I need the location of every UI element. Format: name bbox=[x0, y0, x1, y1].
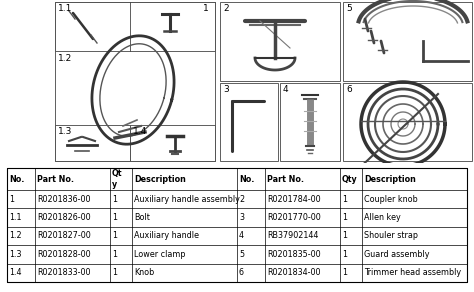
Text: RB37902144: RB37902144 bbox=[267, 232, 319, 241]
Text: Bolt: Bolt bbox=[134, 213, 150, 222]
Text: R0201834-00: R0201834-00 bbox=[267, 268, 320, 277]
Text: 1.4: 1.4 bbox=[133, 127, 147, 136]
Bar bbox=[55, 2, 215, 161]
Bar bbox=[280, 83, 340, 161]
Bar bbox=[343, 83, 472, 161]
Text: 1: 1 bbox=[342, 195, 347, 204]
Text: 1.3: 1.3 bbox=[9, 250, 21, 259]
Text: 2: 2 bbox=[223, 4, 228, 13]
Text: 1: 1 bbox=[342, 213, 347, 222]
Bar bbox=[343, 2, 472, 81]
Text: Knob: Knob bbox=[134, 268, 154, 277]
Text: 1.2: 1.2 bbox=[9, 232, 22, 241]
Text: Part No.: Part No. bbox=[267, 175, 304, 183]
Text: 3: 3 bbox=[239, 213, 244, 222]
Text: 1: 1 bbox=[342, 232, 347, 241]
Bar bbox=[55, 2, 215, 51]
Text: 1.4: 1.4 bbox=[9, 268, 21, 277]
Text: R0201835-00: R0201835-00 bbox=[267, 250, 320, 259]
Text: 3: 3 bbox=[223, 85, 229, 94]
Text: R0201784-00: R0201784-00 bbox=[267, 195, 320, 204]
Text: 4: 4 bbox=[239, 232, 244, 241]
Text: 1: 1 bbox=[112, 232, 117, 241]
Text: 5: 5 bbox=[346, 4, 352, 13]
Text: Auxiliary handle: Auxiliary handle bbox=[134, 232, 199, 241]
Text: Qty: Qty bbox=[342, 175, 358, 183]
Text: 1: 1 bbox=[342, 250, 347, 259]
Text: 2: 2 bbox=[239, 195, 244, 204]
Text: No.: No. bbox=[9, 175, 24, 183]
Text: 1.1: 1.1 bbox=[58, 4, 73, 13]
Text: R0201826-00: R0201826-00 bbox=[37, 213, 91, 222]
Text: 1: 1 bbox=[112, 250, 117, 259]
Text: R0201827-00: R0201827-00 bbox=[37, 232, 91, 241]
Text: 1: 1 bbox=[112, 268, 117, 277]
Text: R0201833-00: R0201833-00 bbox=[37, 268, 91, 277]
Text: Auxiliary handle assembly: Auxiliary handle assembly bbox=[134, 195, 240, 204]
Text: Trimmer head assembly: Trimmer head assembly bbox=[364, 268, 461, 277]
Text: Coupler knob: Coupler knob bbox=[364, 195, 418, 204]
Bar bbox=[130, 125, 215, 161]
Text: 1.2: 1.2 bbox=[58, 54, 72, 63]
Bar bbox=[220, 83, 278, 161]
Text: Lower clamp: Lower clamp bbox=[134, 250, 185, 259]
Text: 1: 1 bbox=[112, 195, 117, 204]
Text: 1: 1 bbox=[203, 4, 209, 13]
Text: 1: 1 bbox=[9, 195, 14, 204]
Text: 5: 5 bbox=[239, 250, 244, 259]
Text: 1.3: 1.3 bbox=[58, 127, 73, 136]
Text: 6: 6 bbox=[346, 85, 352, 94]
Text: R0201828-00: R0201828-00 bbox=[37, 250, 91, 259]
Text: 1.1: 1.1 bbox=[9, 213, 21, 222]
Bar bbox=[220, 2, 340, 81]
Text: Allen key: Allen key bbox=[364, 213, 401, 222]
Text: Shouler strap: Shouler strap bbox=[364, 232, 418, 241]
Text: R0201836-00: R0201836-00 bbox=[37, 195, 91, 204]
Text: 4: 4 bbox=[283, 85, 289, 94]
Text: 6: 6 bbox=[239, 268, 244, 277]
Text: Part No.: Part No. bbox=[37, 175, 74, 183]
Text: 1: 1 bbox=[342, 268, 347, 277]
Text: R0201770-00: R0201770-00 bbox=[267, 213, 321, 222]
Text: 1: 1 bbox=[112, 213, 117, 222]
Bar bbox=[55, 125, 130, 161]
Text: No.: No. bbox=[239, 175, 255, 183]
Bar bbox=[7, 168, 467, 282]
Text: Description: Description bbox=[134, 175, 186, 183]
Text: Description: Description bbox=[364, 175, 416, 183]
Text: Qt
y: Qt y bbox=[112, 169, 122, 189]
Text: Guard assembly: Guard assembly bbox=[364, 250, 429, 259]
